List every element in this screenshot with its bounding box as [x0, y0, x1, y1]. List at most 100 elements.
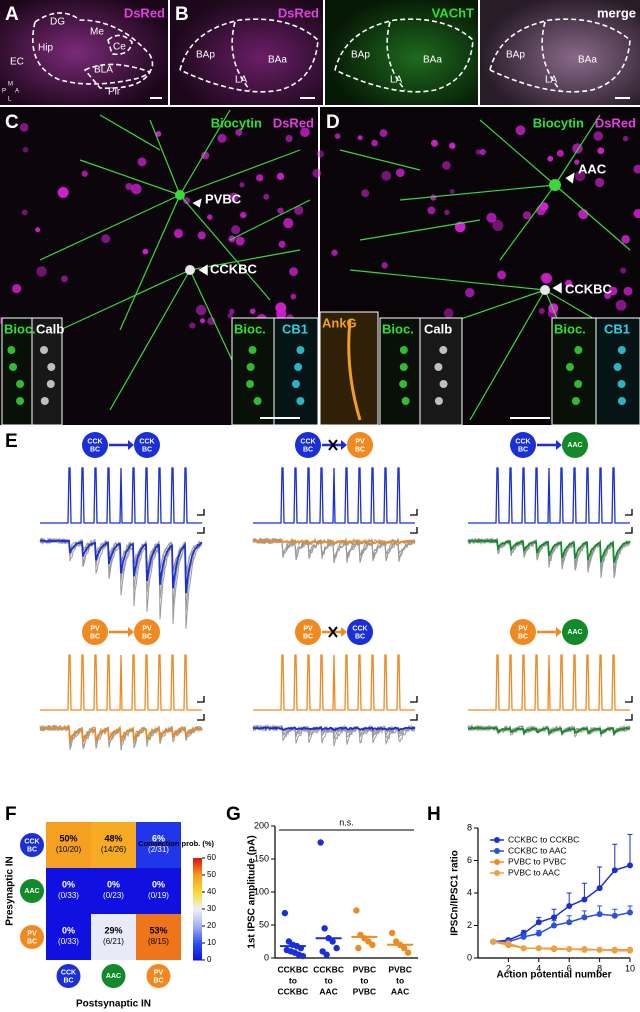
- cell-type-icon: [82, 432, 108, 458]
- inset-label: Bioc.: [4, 321, 36, 336]
- data-point: [388, 929, 396, 937]
- colorbar-segment: [193, 891, 202, 895]
- data-point: [627, 862, 633, 869]
- inset-label: CB1: [282, 321, 308, 336]
- inset: [1, 317, 33, 426]
- cell-body: [430, 194, 437, 201]
- data-point: [369, 941, 376, 948]
- colorbar-segment: [193, 865, 202, 869]
- cell-type-label: CCK: [24, 838, 39, 845]
- data-point: [535, 930, 542, 937]
- panel-letter: B: [175, 4, 189, 25]
- cell-count: (8/15): [148, 937, 169, 946]
- cell-type-label: AAC: [567, 629, 582, 636]
- cell-body: [249, 308, 256, 315]
- inset-cell: [294, 363, 303, 371]
- cell-body: [235, 129, 243, 136]
- inset-cell: [617, 346, 626, 354]
- region-label: Me: [90, 27, 104, 38]
- annotation: n.s.: [339, 817, 354, 827]
- colorbar-segment: [193, 903, 202, 907]
- x-tick-label: CCKBC: [278, 964, 309, 974]
- cell-body: [430, 139, 439, 147]
- data-point: [596, 885, 603, 892]
- scale-bar: [625, 509, 633, 516]
- series-line: [493, 864, 631, 943]
- inset-cell: [439, 380, 448, 388]
- cell-body: [633, 209, 640, 219]
- cell-body: [289, 267, 298, 277]
- cell-body: [449, 188, 455, 194]
- inset-label: CB1: [604, 321, 630, 336]
- recordings: CCKBCCCKBCCCKBCPVBCCCKBCAACPVBCPVBCPVBCC…: [39, 432, 633, 751]
- cell-value: 53%: [149, 925, 167, 935]
- cell-body: [19, 122, 29, 132]
- cell-body: [21, 209, 28, 216]
- cell-body: [449, 142, 456, 149]
- stain-label: DsRed: [278, 5, 319, 20]
- data-point: [333, 944, 340, 952]
- cell-body: [620, 267, 627, 274]
- data-point: [551, 922, 557, 929]
- inset-cell: [434, 363, 443, 371]
- cell-type-label: BC: [355, 633, 365, 640]
- colorbar-segment: [193, 893, 202, 897]
- inset-cell: [571, 397, 580, 405]
- data-point: [627, 909, 633, 916]
- colorbar-segment: [193, 924, 202, 928]
- cell-body: [381, 170, 392, 181]
- compass: L: [8, 97, 12, 103]
- cell-type-label: BC: [90, 633, 100, 640]
- panel-letter: F: [5, 804, 17, 825]
- compass: P: [2, 89, 6, 95]
- connection-arrowhead: [556, 627, 562, 637]
- axis-title: Presynaptic IN: [5, 856, 16, 925]
- y-tick-label: 100: [254, 886, 269, 896]
- stain-label: DsRed: [124, 5, 165, 20]
- scale-bar: [625, 714, 633, 721]
- cell-body: [189, 322, 196, 329]
- cell-type-label: PV: [142, 625, 152, 632]
- inset-cell: [617, 380, 626, 388]
- cell-value: 6%: [152, 833, 165, 843]
- inset-cell: [574, 380, 583, 388]
- colorbar-segment: [193, 934, 202, 938]
- colorbar-segment: [193, 870, 202, 874]
- axis-title: Postsynaptic IN: [76, 999, 151, 1010]
- inset-label: AnkG: [322, 315, 357, 330]
- colorbar-segment: [193, 916, 202, 920]
- cell-body: [486, 212, 497, 223]
- ipsc-sweep: [252, 537, 416, 547]
- x-tick-label: 4: [536, 963, 541, 973]
- scale-bar: [410, 696, 418, 703]
- heatmap-cell: [136, 914, 181, 960]
- cell-body: [195, 304, 207, 316]
- panel-b-image: [325, 0, 478, 105]
- data-point: [353, 907, 360, 914]
- legend-label: PVBC to AAC: [508, 867, 560, 877]
- x-tick-label: PVBC: [353, 964, 377, 974]
- colorbar-segment: [193, 919, 202, 923]
- cell-body: [522, 211, 532, 220]
- cell-body: [312, 168, 322, 178]
- colorbar-segment: [193, 906, 202, 910]
- cell-body: [300, 127, 310, 138]
- cell-body: [623, 286, 633, 296]
- legend-marker: [494, 870, 500, 876]
- data-point: [611, 947, 618, 954]
- cell-body: [22, 146, 29, 153]
- inset-cell: [401, 397, 410, 405]
- cell-value: 0%: [107, 879, 120, 889]
- cell-value: 50%: [59, 833, 77, 843]
- colorbar-segment: [193, 898, 202, 902]
- ipsc-average: [252, 539, 416, 546]
- error-bar: [612, 843, 618, 871]
- cell-value: 29%: [104, 925, 122, 935]
- cell-body: [379, 129, 388, 138]
- inset-cell: [399, 380, 408, 388]
- cell-body: [235, 236, 245, 246]
- colorbar-segment: [193, 901, 202, 905]
- cell-type-label: CCK: [515, 438, 530, 445]
- data-point: [566, 946, 573, 953]
- cell-type-icon: [134, 619, 160, 645]
